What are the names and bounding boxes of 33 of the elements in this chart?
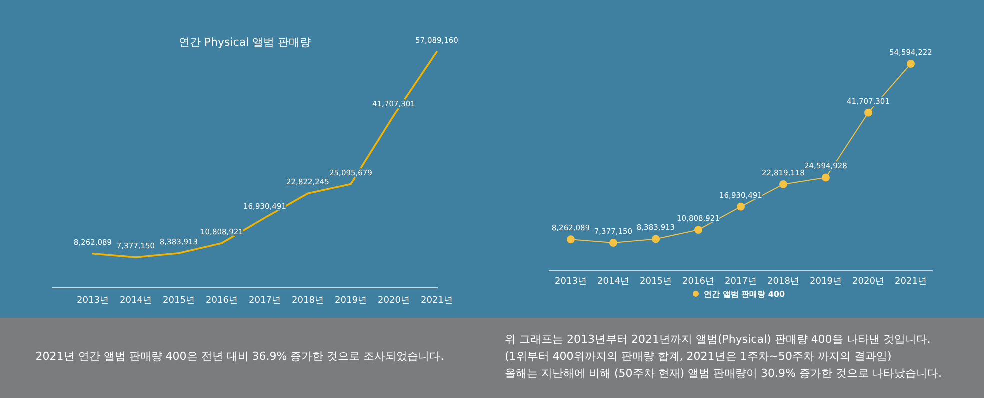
x-tick-label: 2020년 — [378, 296, 410, 306]
x-tick-label: 2019년 — [810, 277, 842, 287]
x-tick-label: 2015년 — [640, 277, 672, 287]
point — [610, 239, 618, 248]
x-tick-label: 2014년 — [120, 296, 152, 306]
point — [822, 174, 830, 182]
x-tick-label: 2013년 — [77, 296, 109, 306]
x-tick-label: 2013년 — [555, 277, 587, 287]
x-tick-label: 2019년 — [335, 296, 367, 306]
chart-title: 연간 Physical 앨범 판매량 — [178, 36, 312, 49]
text: (1위부터 400위까지의 판매량 합계, 2021년은 1주차~50주차 까지의 결과임) — [505, 350, 892, 363]
point — [907, 60, 915, 68]
text: 위 그래프는 2013년부터 2021년까지 앨범(Physical) 판매량 400을 나타낸 것입니다. — [505, 333, 931, 346]
x-tick-label: 2018년 — [292, 296, 324, 306]
point — [737, 202, 745, 211]
x-tick-label: 2017년 — [725, 277, 757, 287]
point — [864, 108, 872, 117]
x-tick-label: 2020년 — [852, 277, 884, 287]
x-tick-label: 2018년 — [768, 277, 800, 287]
text: 2021년 연간 앨범 판매량 400은 전년 대비 36.9% 증가한 것으로 조사되었습니다. — [36, 350, 444, 363]
text: 올해는 지난해에 비해 (50주차 현재) 앨범 판매량이 30.9% 증가한 것으로 나타났습니다. — [505, 367, 942, 380]
x-tick-label: 2021년 — [895, 277, 927, 287]
x-tick-label: 2021년 — [421, 296, 453, 306]
point — [652, 235, 660, 244]
x-tick-label: 2017년 — [249, 296, 281, 306]
point — [694, 226, 702, 234]
point — [780, 180, 788, 188]
x-tick-label: 2015년 — [163, 296, 195, 306]
point — [567, 236, 575, 244]
x-tick-label: 2014년 — [598, 277, 630, 287]
x-tick-label: 2016년 — [682, 277, 714, 287]
legend-label: 연간 앨범 판매량 400 — [704, 290, 786, 299]
x-tick-label: 2016년 — [206, 296, 238, 306]
